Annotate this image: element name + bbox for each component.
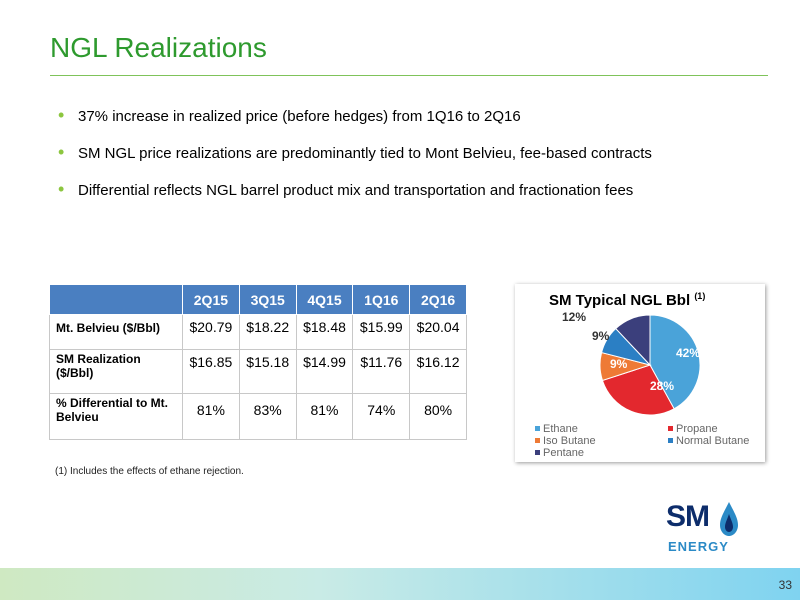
chart-title-text: SM Typical NGL Bbl bbox=[549, 292, 691, 309]
row-label: SM Realization ($/Bbl) bbox=[49, 349, 183, 394]
table-cell: 81% bbox=[182, 393, 240, 440]
table-cell: $16.85 bbox=[182, 349, 240, 394]
table-row: SM Realization ($/Bbl) $16.85 $15.18 $14… bbox=[49, 349, 467, 394]
column-header: 2Q16 bbox=[409, 284, 467, 315]
table-cell: $15.99 bbox=[352, 314, 411, 350]
pie-slice-propane bbox=[601, 364, 675, 416]
logo-sm-text: SM bbox=[666, 500, 710, 533]
table-row: % Differential to Mt. Belvieu 81% 83% 81… bbox=[49, 393, 467, 440]
bullet-item: • Differential reflects NGL barrel produc… bbox=[58, 179, 652, 218]
bullet-text: Differential reflects NGL barrel product… bbox=[78, 182, 634, 199]
logo-energy-text: ENERGY bbox=[668, 539, 729, 554]
bullet-item: • SM NGL price realizations are predomina… bbox=[58, 142, 652, 181]
table-cell: $16.12 bbox=[409, 349, 467, 394]
realization-table: 2Q15 3Q15 4Q15 1Q16 2Q16 Mt. Belvieu ($/… bbox=[49, 284, 467, 440]
pie-data-label: 9% bbox=[592, 329, 610, 343]
table-cell: $15.18 bbox=[238, 349, 297, 394]
sm-energy-logo: SM ENERGY bbox=[666, 500, 746, 560]
table-cell: $14.99 bbox=[295, 349, 354, 394]
bullet-text: 37% increase in realized price (before h… bbox=[78, 108, 521, 125]
pie-slice-pentane bbox=[615, 314, 651, 367]
row-label: % Differential to Mt. Belvieu bbox=[49, 393, 183, 440]
legend-swatch bbox=[535, 426, 540, 431]
table-header-row: 2Q15 3Q15 4Q15 1Q16 2Q16 bbox=[49, 284, 467, 315]
column-header: 2Q15 bbox=[182, 284, 240, 315]
bullet-icon: • bbox=[58, 105, 65, 125]
legend-label: Ethane bbox=[543, 423, 578, 435]
legend-label: Iso Butane bbox=[543, 435, 596, 447]
bullet-icon: • bbox=[58, 142, 65, 162]
legend-swatch bbox=[668, 438, 673, 443]
table-cell: $20.79 bbox=[182, 314, 240, 350]
title-divider bbox=[50, 75, 768, 76]
column-header: 4Q15 bbox=[295, 284, 354, 315]
legend-swatch bbox=[535, 450, 540, 455]
table-corner-cell bbox=[49, 284, 183, 315]
pie-data-label: 28% bbox=[650, 379, 674, 393]
table-row: Mt. Belvieu ($/Bbl) $20.79 $18.22 $18.48… bbox=[49, 314, 467, 350]
chart-title-footnote-ref: (1) bbox=[694, 291, 706, 301]
table-cell: 80% bbox=[409, 393, 467, 440]
table-cell: 83% bbox=[238, 393, 297, 440]
bullet-text: SM NGL price realizations are predominan… bbox=[78, 145, 652, 162]
table-cell: $18.22 bbox=[238, 314, 297, 350]
pie-data-label: 12% bbox=[562, 310, 586, 324]
column-header: 1Q16 bbox=[352, 284, 411, 315]
bullet-icon: • bbox=[58, 179, 65, 199]
legend-swatch bbox=[535, 438, 540, 443]
flame-icon bbox=[720, 502, 738, 536]
column-header: 3Q15 bbox=[238, 284, 297, 315]
table-cell: $18.48 bbox=[295, 314, 354, 350]
pie-svg: 42% 28% 9%9% 12% Ethane Propane Iso Butane Norm… bbox=[535, 310, 749, 459]
page-number: 33 bbox=[778, 578, 792, 592]
footnote: (1) Includes the effects of ethane rejec… bbox=[55, 466, 244, 477]
pie-data-label: 42% bbox=[676, 346, 700, 360]
table-cell: 81% bbox=[295, 393, 354, 440]
ngl-pie-chart: SM Typical NGL Bbl (1) 42% 28% 9% 9% 12% Etha… bbox=[515, 284, 765, 462]
row-label: Mt. Belvieu ($/Bbl) bbox=[49, 314, 183, 350]
table-cell: $20.04 bbox=[409, 314, 467, 350]
page-title: NGL Realizations bbox=[50, 32, 267, 63]
table-cell: 74% bbox=[352, 393, 411, 440]
pie-data-label: 9% bbox=[610, 357, 628, 371]
bullet-item: • 37% increase in realized price (before … bbox=[58, 105, 652, 144]
legend-label: Pentane bbox=[543, 447, 584, 459]
bullet-list: • 37% increase in realized price (before … bbox=[58, 105, 652, 218]
footer-bar: 33 bbox=[0, 568, 800, 600]
chart-title: SM Typical NGL Bbl (1) bbox=[549, 291, 705, 309]
legend-label: Propane bbox=[676, 423, 718, 435]
legend-label: Normal Butane bbox=[676, 435, 749, 447]
legend-swatch bbox=[668, 426, 673, 431]
table-cell: $11.76 bbox=[352, 349, 411, 394]
pie-slice-ethane bbox=[649, 314, 701, 410]
